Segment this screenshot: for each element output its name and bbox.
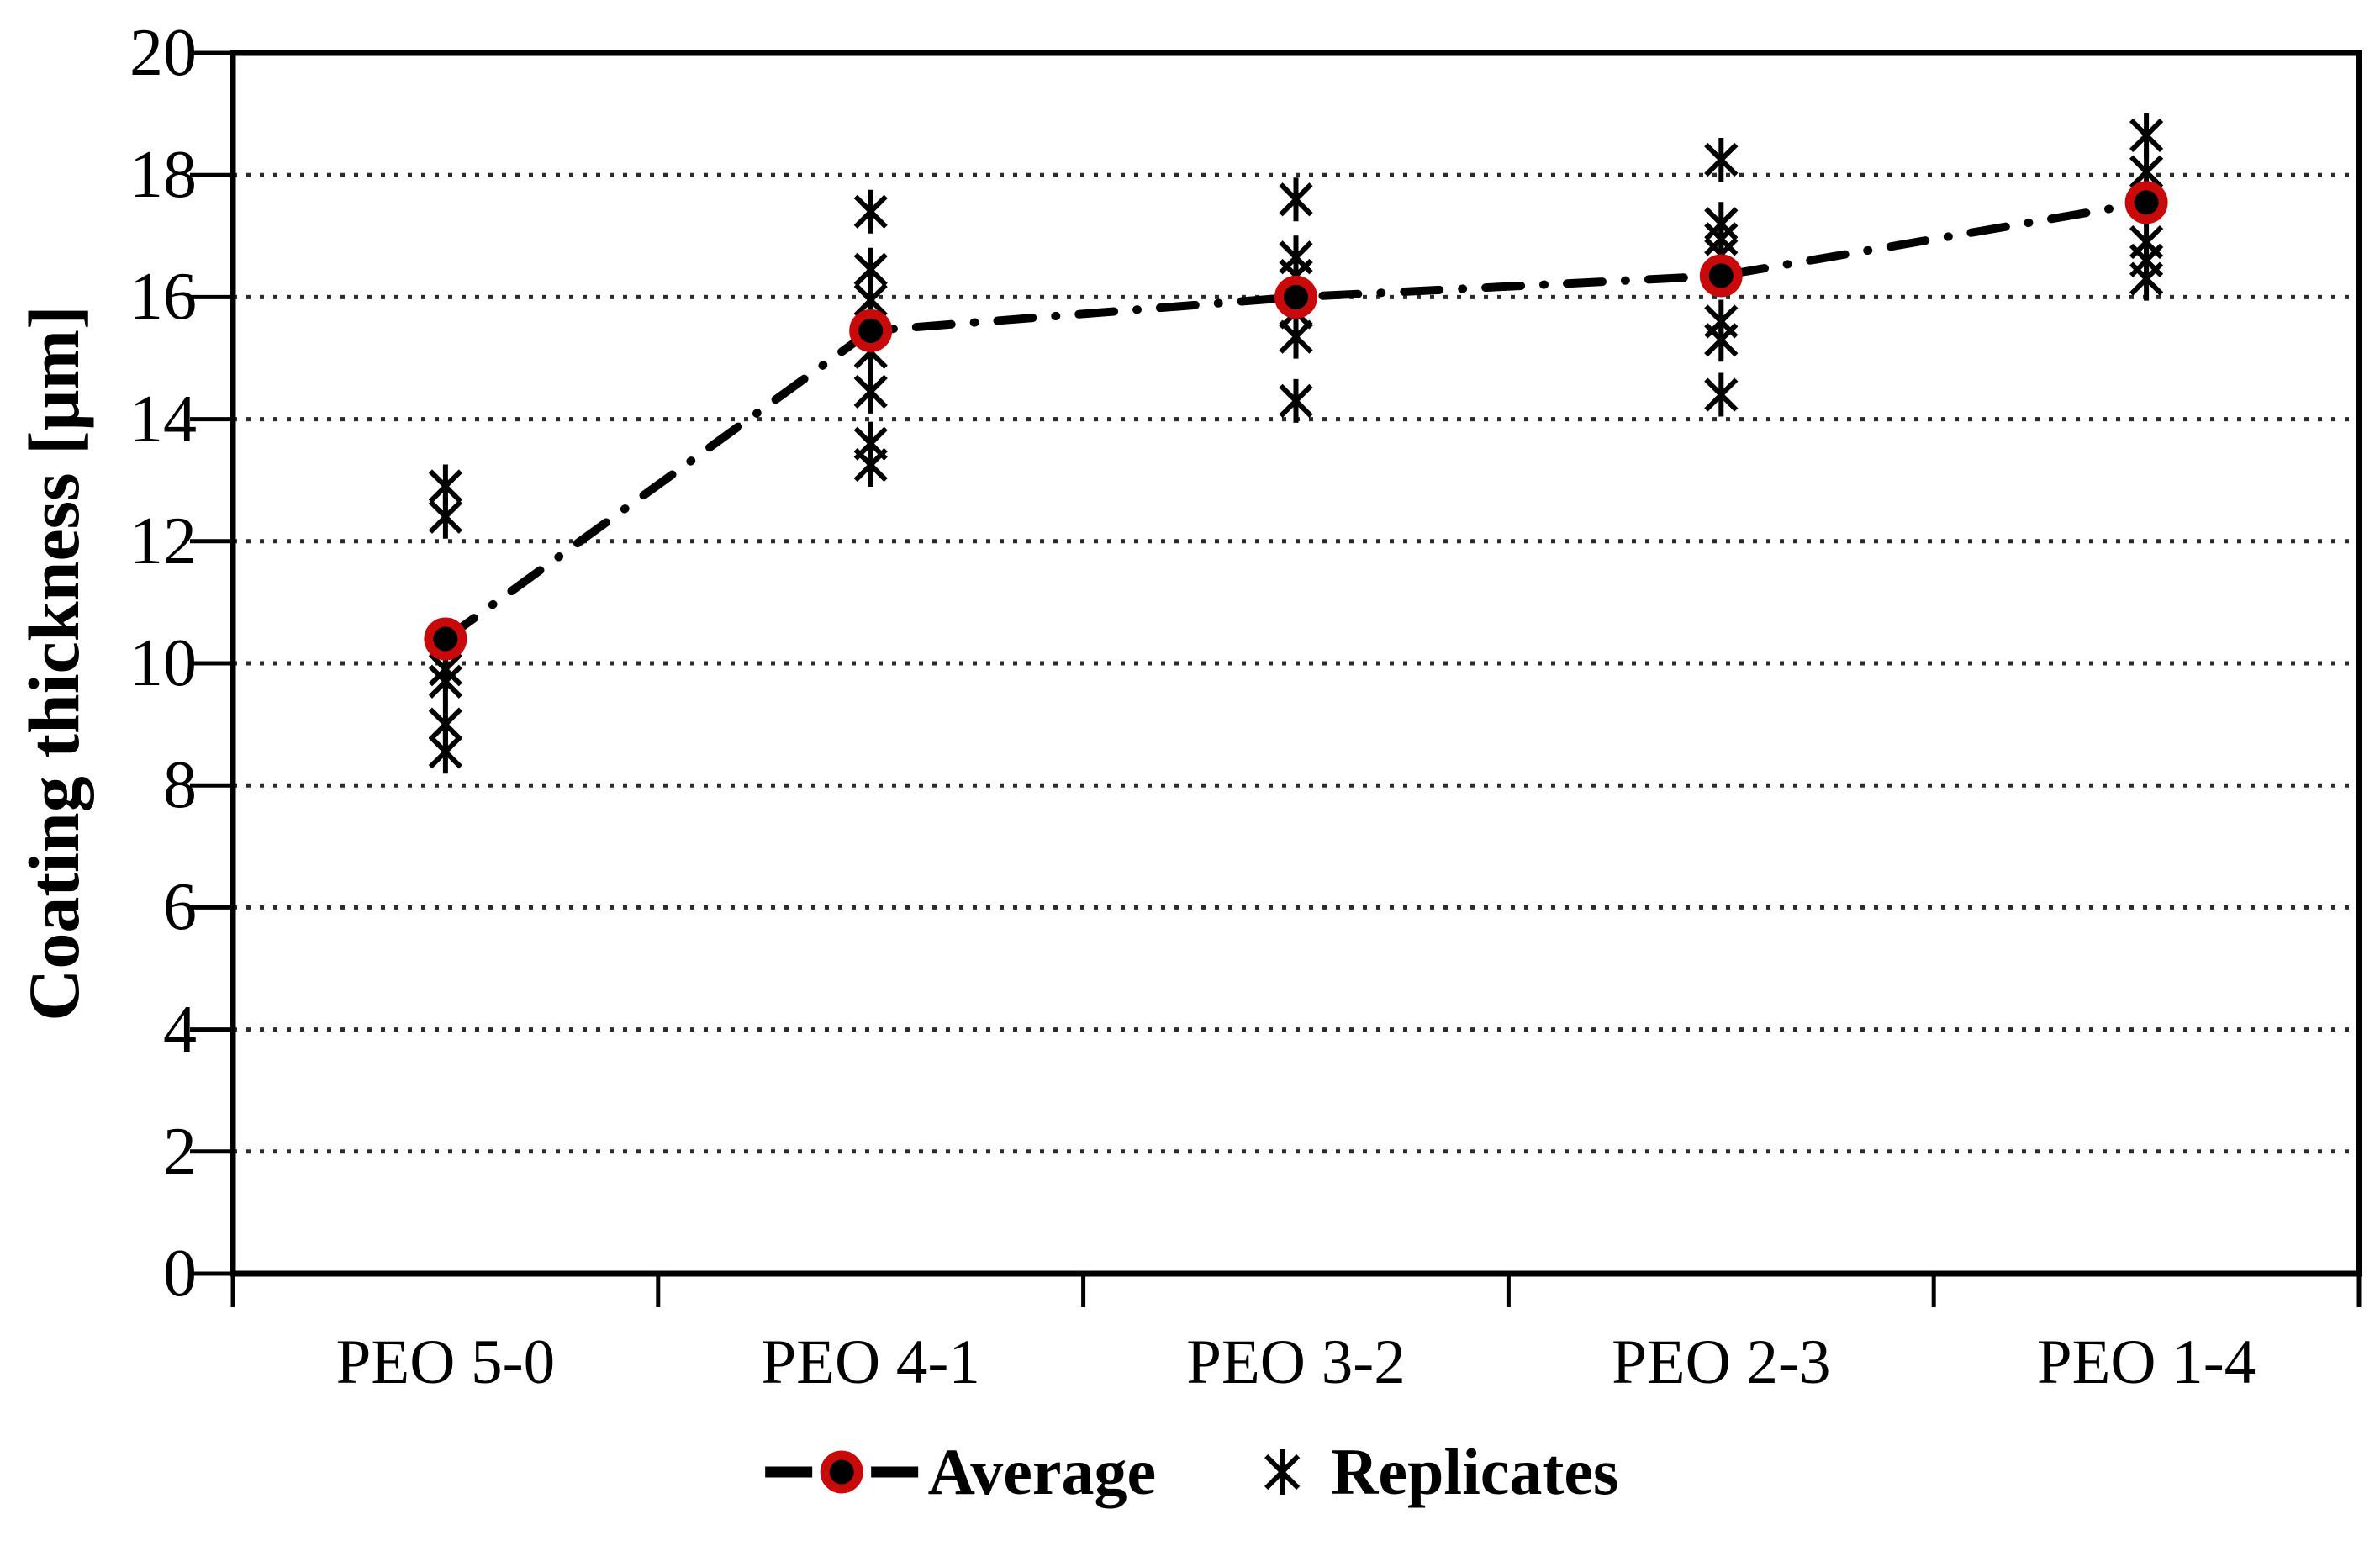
replicate-marker (1279, 378, 1313, 423)
asterisk-marker-icon (1264, 1449, 1301, 1495)
replicate-marker (1704, 138, 1739, 182)
legend-label-average: Average (927, 1435, 1157, 1508)
replicate-marker (1279, 314, 1313, 359)
replicate-marker (853, 443, 888, 488)
x-category-label: PEO 2-3 (1612, 1327, 1831, 1397)
legend-item-average: Average (762, 1434, 1156, 1510)
y-tick-label: 20 (129, 16, 197, 90)
average-marker (849, 309, 893, 352)
y-tick-label: 8 (163, 748, 197, 823)
y-tick-label: 18 (129, 138, 197, 213)
average-marker (2124, 181, 2168, 224)
legend-item-replicates: Replicates (1255, 1434, 1618, 1510)
y-tick-label: 6 (163, 870, 197, 945)
legend: Average Replicates (762, 1434, 1618, 1510)
replicate-marker (1704, 318, 1739, 362)
x-category-label: PEO 1-4 (2036, 1327, 2256, 1397)
y-tick-label: 10 (129, 626, 197, 700)
y-tick-label: 4 (163, 992, 197, 1067)
replicate-marker (1279, 177, 1313, 222)
average-marker (1274, 275, 1317, 319)
replicate-marker (428, 659, 463, 704)
replicate-marker (1704, 372, 1739, 417)
replicate-marker (853, 189, 888, 234)
y-tick-label: 14 (129, 382, 197, 456)
average-marker (424, 617, 467, 661)
y-tick-label: 0 (163, 1237, 197, 1311)
replicate-marker (2129, 113, 2164, 158)
y-axis-title: Coating thickness [μm] (13, 305, 94, 1021)
replicate-marker (853, 369, 888, 414)
x-category-label: PEO 5-0 (335, 1327, 556, 1397)
replicate-marker (428, 494, 463, 539)
replicate-marker (428, 730, 463, 774)
y-tick-label: 12 (129, 504, 197, 578)
legend-label-replicates: Replicates (1331, 1435, 1619, 1508)
replicate-marker (2129, 256, 2164, 301)
x-category-label: PEO 3-2 (1186, 1327, 1406, 1397)
x-category-label: PEO 4-1 (761, 1327, 980, 1397)
y-tick-label: 2 (163, 1114, 197, 1189)
average-line-marker-icon (764, 1450, 918, 1494)
average-marker (1699, 254, 1743, 298)
y-tick-label: 16 (129, 260, 197, 335)
